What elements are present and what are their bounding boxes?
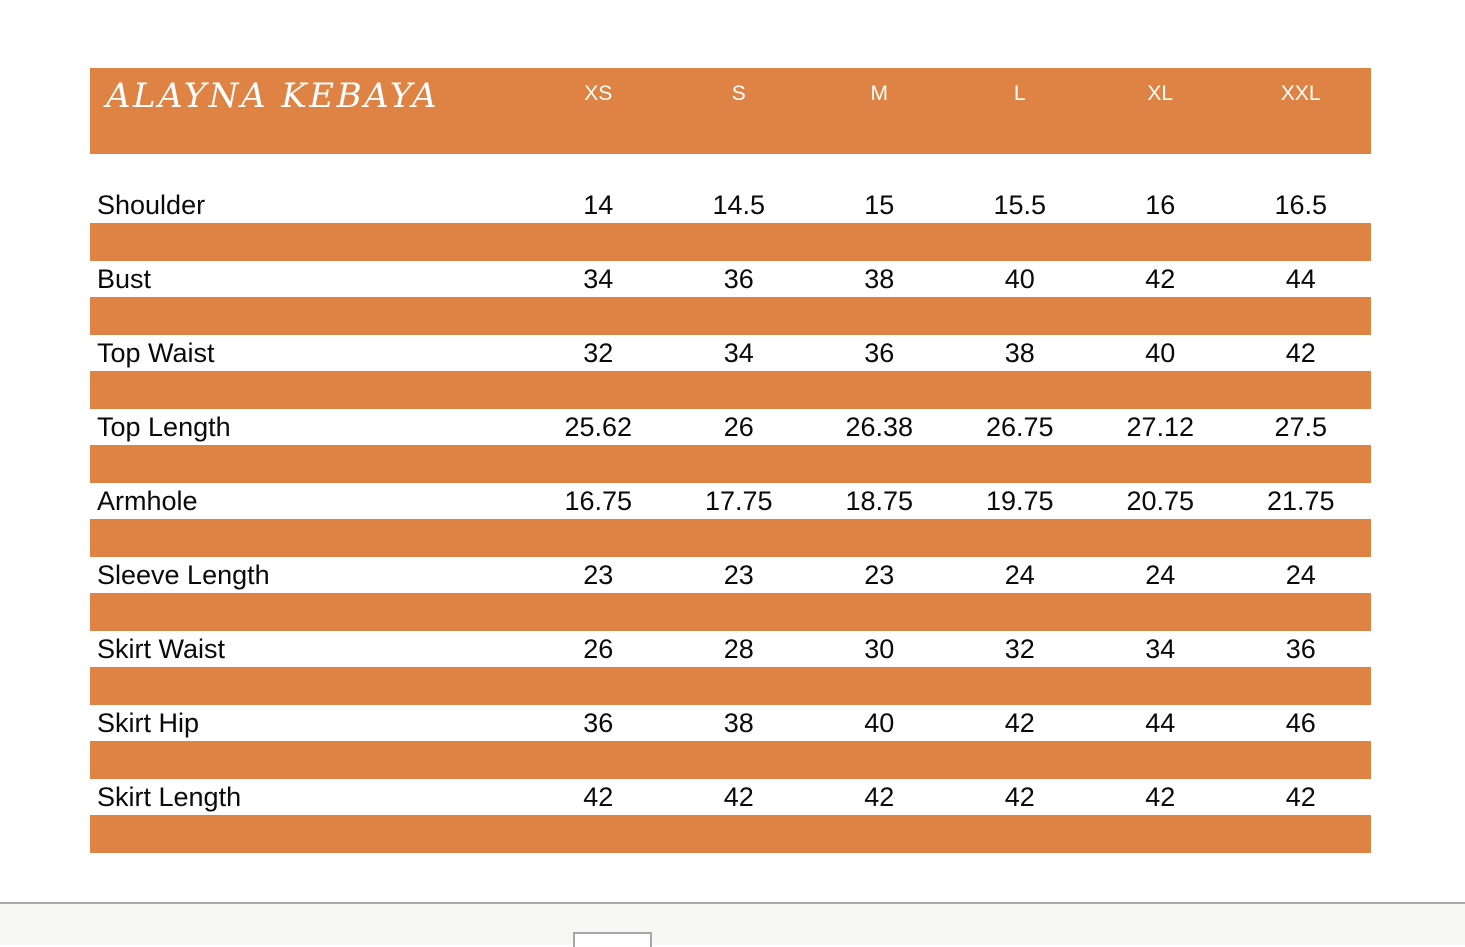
value-cell: 23: [864, 559, 895, 590]
value-cell: 21.75: [1266, 485, 1335, 516]
table-body: Shoulder 14 14.5 15 15.5 16 16.5 Bust 34 36 38 40 42…: [90, 187, 1371, 853]
value-cell: 15.5: [993, 189, 1047, 220]
row-label: Armhole: [97, 485, 198, 516]
separator-bar: [90, 519, 1371, 557]
value-cell: 23: [583, 559, 614, 590]
separator-bar: [90, 445, 1371, 483]
value-cell: 40: [1004, 263, 1035, 294]
separator-bar: [90, 593, 1371, 631]
value-cell: 32: [583, 337, 614, 368]
value-cell: 38: [864, 263, 895, 294]
measurement-row: Bust 34 36 38 40 42 44: [90, 261, 1371, 297]
value-cell: 30: [864, 633, 895, 664]
row-label: Shoulder: [97, 189, 206, 220]
row-label: Skirt Hip: [97, 707, 200, 738]
measurement-row: Skirt Waist 26 28 30 32 34 36: [90, 631, 1371, 667]
value-cell: 42: [1004, 781, 1035, 812]
value-cell: 15: [864, 189, 895, 220]
value-cell: 26: [583, 633, 614, 664]
value-cell: 26.75: [985, 411, 1054, 442]
measurement-row: Skirt Hip 36 38 40 42 44 46: [90, 705, 1371, 741]
value-cell: 16.5: [1274, 189, 1328, 220]
column-header-xs: XS: [584, 82, 613, 105]
value-cell: 34: [583, 263, 614, 294]
outside-page-area: [0, 904, 1465, 945]
value-cell: 44: [1285, 263, 1316, 294]
value-cell: 36: [864, 337, 895, 368]
value-cell: 38: [1004, 337, 1035, 368]
value-cell: 38: [723, 707, 754, 738]
row-label: Bust: [97, 263, 152, 294]
header-gap: [90, 154, 1371, 187]
value-cell: 20.75: [1126, 485, 1195, 516]
separator-bar: [90, 297, 1371, 335]
value-cell: 16.75: [564, 485, 633, 516]
value-cell: 46: [1285, 707, 1316, 738]
value-cell: 42: [1285, 781, 1316, 812]
value-cell: 27.5: [1274, 411, 1328, 442]
separator-bar: [90, 371, 1371, 409]
separator-bar: [90, 815, 1371, 853]
column-header-m: M: [870, 82, 889, 105]
page-bottom-edge-line: [0, 902, 1465, 904]
measurement-row: Sleeve Length 23 23 23 24 24 24: [90, 557, 1371, 593]
measurement-row: Shoulder 14 14.5 15 15.5 16 16.5: [90, 187, 1371, 223]
value-cell: 42: [583, 781, 614, 812]
value-cell: 42: [1285, 337, 1316, 368]
row-label: Sleeve Length: [97, 559, 270, 590]
value-cell: 16: [1145, 189, 1176, 220]
next-page-top-edge: [573, 932, 652, 947]
value-cell: 25.62: [564, 411, 633, 442]
column-header-xl: XL: [1147, 82, 1174, 105]
row-label: Top Length: [97, 411, 231, 442]
value-cell: 40: [864, 707, 895, 738]
value-cell: 42: [1004, 707, 1035, 738]
value-cell: 14: [583, 189, 614, 220]
value-cell: 34: [1145, 633, 1176, 664]
value-cell: 32: [1004, 633, 1035, 664]
measurement-row: Top Length 25.62 26 26.38 26.75 27.12 27.5: [90, 409, 1371, 445]
row-label: Top Waist: [97, 337, 215, 368]
measurement-row: Top Waist 32 34 36 38 40 42: [90, 335, 1371, 371]
value-cell: 34: [723, 337, 754, 368]
column-header-s: S: [731, 82, 746, 105]
value-cell: 36: [583, 707, 614, 738]
separator-bar: [90, 667, 1371, 705]
table-title: ALAYNA KEBAYA: [106, 76, 440, 116]
value-cell: 36: [1285, 633, 1316, 664]
column-header-xxl: XXL: [1280, 82, 1321, 105]
column-header-l: L: [1013, 82, 1026, 105]
value-cell: 40: [1145, 337, 1176, 368]
value-cell: 26: [723, 411, 754, 442]
value-cell: 24: [1145, 559, 1176, 590]
row-label: Skirt Length: [97, 781, 242, 812]
value-cell: 42: [1145, 263, 1176, 294]
value-cell: 44: [1145, 707, 1176, 738]
value-cell: 27.12: [1126, 411, 1195, 442]
value-cell: 36: [723, 263, 754, 294]
value-cell: 42: [723, 781, 754, 812]
size-chart-table: ALAYNA KEBAYA XS S M L XL XXL Shoulder 14…: [90, 68, 1371, 853]
separator-bar: [90, 741, 1371, 779]
separator-bar: [90, 223, 1371, 261]
value-cell: 42: [1145, 781, 1176, 812]
table-header-row: ALAYNA KEBAYA XS S M L XL XXL: [90, 68, 1371, 154]
value-cell: 26.38: [845, 411, 914, 442]
measurement-row: Skirt Length 42 42 42 42 42 42: [90, 779, 1371, 815]
value-cell: 23: [723, 559, 754, 590]
value-cell: 24: [1004, 559, 1035, 590]
value-cell: 14.5: [712, 189, 766, 220]
value-cell: 24: [1285, 559, 1316, 590]
value-cell: 18.75: [845, 485, 914, 516]
measurement-row: Armhole 16.75 17.75 18.75 19.75 20.75 21.75: [90, 483, 1371, 519]
row-label: Skirt Waist: [97, 633, 225, 664]
value-cell: 42: [864, 781, 895, 812]
value-cell: 19.75: [985, 485, 1054, 516]
value-cell: 28: [723, 633, 754, 664]
value-cell: 17.75: [704, 485, 773, 516]
